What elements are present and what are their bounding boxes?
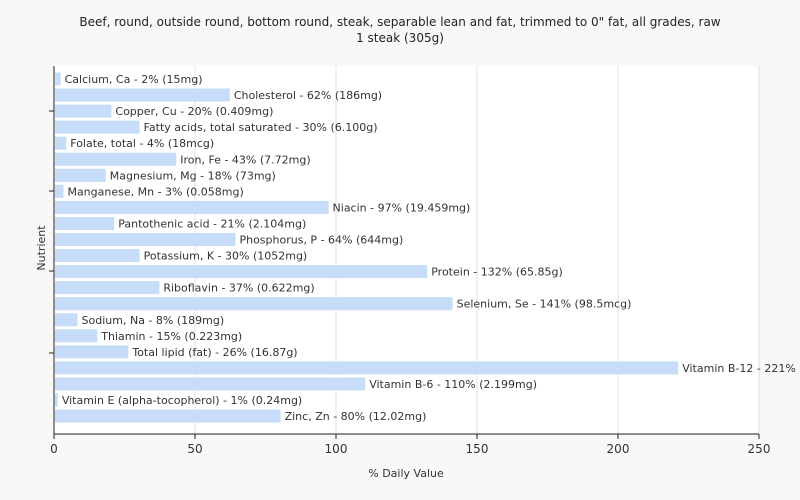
bar-label-15: Selenium, Se - 141% (98.5mcg) — [457, 298, 632, 311]
bar-label-22: Zinc, Zn - 80% (12.02mg) — [285, 410, 427, 423]
x-tick-label-150: 150 — [466, 442, 489, 456]
bar-14 — [55, 281, 160, 295]
bar-13 — [55, 265, 428, 279]
axes: 0 50 100 150 200 250 — [49, 66, 770, 456]
x-tick-label-0: 0 — [50, 442, 58, 456]
bar-label-6: Iron, Fe - 43% (7.72mg) — [180, 153, 310, 166]
bar-15 — [55, 297, 453, 311]
bar-label-8: Manganese, Mn - 3% (0.058mg) — [67, 185, 243, 198]
bar-3 — [55, 104, 112, 118]
bar-label-16: Sodium, Na - 8% (189mg) — [82, 314, 225, 327]
bar-label-12: Potassium, K - 30% (1052mg) — [144, 250, 308, 263]
bar-12 — [55, 249, 140, 263]
bar-5 — [55, 136, 67, 150]
bar-label-20: Vitamin B-6 - 110% (2.199mg) — [369, 378, 537, 391]
bar-6 — [55, 152, 177, 166]
bar-4 — [55, 120, 140, 134]
bar-22 — [55, 409, 281, 423]
bar-17 — [55, 329, 98, 343]
bar-8 — [55, 184, 64, 198]
bar-label-14: Riboflavin - 37% (0.622mg) — [163, 282, 314, 295]
bar-label-21: Vitamin E (alpha-tocopherol) - 1% (0.24m… — [62, 394, 302, 407]
bar-label-1: Calcium, Ca - 2% (15mg) — [65, 73, 203, 86]
bar-21 — [55, 393, 58, 407]
bar-19 — [55, 361, 679, 375]
bar-label-18: Total lipid (fat) - 26% (16.87g) — [131, 346, 297, 359]
x-tick-label-50: 50 — [187, 442, 202, 456]
bar-label-10: Pantothenic acid - 21% (2.104mg) — [118, 217, 306, 230]
bar-label-13: Protein - 132% (65.85g) — [431, 266, 563, 279]
bar-label-4: Fatty acids, total saturated - 30% (6.10… — [144, 121, 378, 134]
bar-label-11: Phosphorus, P - 64% (644mg) — [239, 234, 403, 247]
bar-label-17: Thiamin - 15% (0.223mg) — [100, 330, 242, 343]
bar-1 — [55, 72, 61, 86]
bar-label-3: Copper, Cu - 20% (0.409mg) — [115, 105, 273, 118]
x-axis-title: % Daily Value — [368, 467, 444, 480]
bar-10 — [55, 216, 115, 230]
chart-title: Beef, round, outside round, bottom round… — [79, 15, 721, 29]
y-axis-title: Nutrient — [35, 225, 48, 271]
bar-18 — [55, 345, 129, 359]
bars: Calcium, Ca - 2% (15mg) Cholesterol - 62%… — [55, 72, 800, 423]
x-tick-label-200: 200 — [607, 442, 630, 456]
bar-label-19: Vitamin B-12 - 221% (13.24mcg) — [682, 362, 800, 375]
chart-title-block: Beef, round, outside round, bottom round… — [0, 14, 800, 46]
bar-label-9: Niacin - 97% (19.459mg) — [333, 201, 471, 214]
bar-label-7: Magnesium, Mg - 18% (73mg) — [110, 169, 276, 182]
bar-9 — [55, 200, 329, 214]
bar-2 — [55, 88, 230, 102]
bar-7 — [55, 168, 106, 182]
bar-label-2: Cholesterol - 62% (186mg) — [234, 89, 382, 102]
bar-20 — [55, 377, 366, 391]
bar-11 — [55, 233, 236, 246]
chart-subtitle: 1 steak (305g) — [356, 31, 444, 45]
x-tick-label-250: 250 — [748, 442, 771, 456]
bar-16 — [55, 313, 78, 327]
bar-label-5: Folate, total - 4% (18mcg) — [70, 137, 214, 150]
x-tick-label-100: 100 — [325, 442, 348, 456]
